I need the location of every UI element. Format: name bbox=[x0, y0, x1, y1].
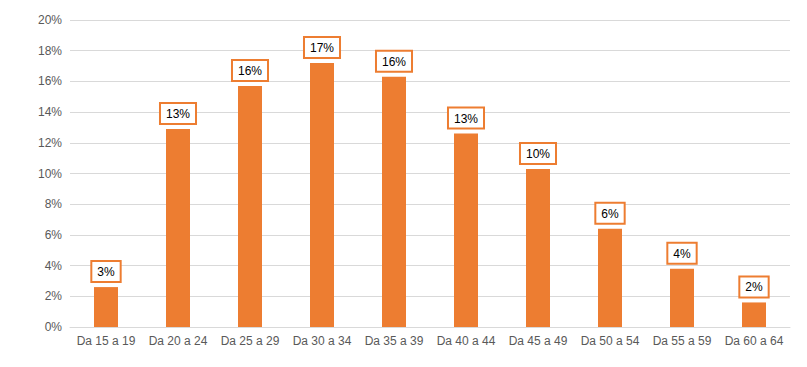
svg-text:Da 45 a 49: Da 45 a 49 bbox=[509, 334, 568, 348]
svg-text:13%: 13% bbox=[166, 107, 190, 121]
svg-text:Da 35 a 39: Da 35 a 39 bbox=[365, 334, 424, 348]
svg-text:18%: 18% bbox=[38, 44, 62, 58]
svg-text:12%: 12% bbox=[38, 136, 62, 150]
svg-text:Da 25 a 29: Da 25 a 29 bbox=[221, 334, 280, 348]
svg-text:10%: 10% bbox=[38, 167, 62, 181]
svg-text:16%: 16% bbox=[38, 74, 62, 88]
svg-text:Da 50 a 54: Da 50 a 54 bbox=[581, 334, 640, 348]
svg-text:Da 55 a 59: Da 55 a 59 bbox=[653, 334, 712, 348]
svg-text:3%: 3% bbox=[97, 265, 115, 279]
svg-text:2%: 2% bbox=[745, 280, 763, 294]
svg-text:14%: 14% bbox=[38, 105, 62, 119]
svg-text:Da 30 a 34: Da 30 a 34 bbox=[293, 334, 352, 348]
svg-text:6%: 6% bbox=[45, 228, 63, 242]
svg-text:Da 20 a 24: Da 20 a 24 bbox=[149, 334, 208, 348]
svg-text:13%: 13% bbox=[454, 112, 478, 126]
svg-text:Da 40 a 44: Da 40 a 44 bbox=[437, 334, 496, 348]
svg-text:20%: 20% bbox=[38, 13, 62, 27]
svg-text:10%: 10% bbox=[526, 147, 550, 161]
svg-text:4%: 4% bbox=[45, 259, 63, 273]
svg-text:17%: 17% bbox=[310, 41, 334, 55]
svg-text:8%: 8% bbox=[45, 197, 63, 211]
svg-text:Da 60 a 64: Da 60 a 64 bbox=[725, 334, 784, 348]
svg-text:2%: 2% bbox=[45, 289, 63, 303]
svg-text:Da 15 a 19: Da 15 a 19 bbox=[77, 334, 136, 348]
svg-text:16%: 16% bbox=[238, 64, 262, 78]
svg-text:16%: 16% bbox=[382, 55, 406, 69]
svg-text:6%: 6% bbox=[601, 207, 619, 221]
svg-text:0%: 0% bbox=[45, 320, 63, 334]
svg-text:4%: 4% bbox=[673, 247, 691, 261]
